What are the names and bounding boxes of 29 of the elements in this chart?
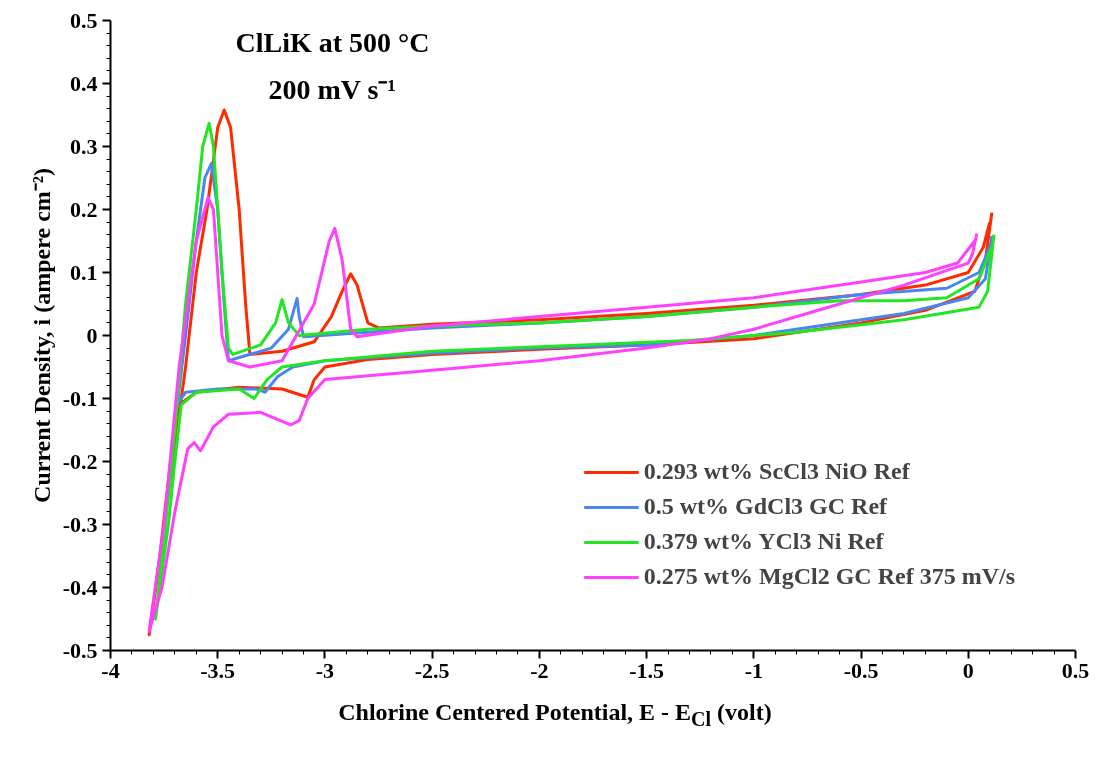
y-tick-label: -0.4 [62, 574, 98, 600]
y-axis-title: Current Density, i (ampere cm⁻²) [28, 168, 55, 503]
y-tick-label: -0.2 [62, 448, 98, 474]
x-tick-label: -3 [315, 657, 335, 683]
y-tick-label: -0.1 [62, 385, 98, 411]
x-axis-title: Chlorine Centered Potential, E - E$_{Cl}$ (volt) [337, 698, 773, 732]
y-tick-label: 0.2 [70, 196, 98, 222]
legend-label: 0.275 wt% MgCl2 GC Ref 375 mV/s [643, 563, 1015, 590]
x-tick-label: -1 [744, 657, 763, 683]
legend-label: 0.5 wt% GdCl3 GC Ref [643, 493, 888, 520]
y-tick-label: 0 [86, 322, 98, 348]
y-tick-label: 0.1 [70, 259, 98, 285]
x-tick-label: 0 [962, 657, 974, 683]
x-tick-label: -2 [530, 657, 549, 683]
legend-label: 0.379 wt% YCl3 Ni Ref [643, 528, 884, 555]
x-tick-label: -2.5 [414, 657, 450, 683]
y-tick-label: 0.5 [70, 7, 98, 33]
x-tick-label: -1.5 [629, 657, 665, 683]
chart-title: ClLiK at 500 °C [235, 27, 430, 59]
x-tick-label: -4 [101, 657, 120, 683]
x-tick-label: -3.5 [200, 657, 236, 683]
x-tick-label: -0.5 [843, 657, 879, 683]
x-tick-label: 0.5 [1061, 657, 1090, 683]
y-tick-label: 0.3 [70, 133, 98, 159]
y-tick-label: -0.3 [62, 511, 98, 537]
text: 200 mV s⁻¹ [268, 74, 396, 106]
y-tick-label: -0.5 [62, 637, 98, 663]
legend-label: 0.293 wt% ScCl3 NiO Ref [643, 458, 910, 485]
y-tick-label: 0.4 [70, 70, 98, 96]
